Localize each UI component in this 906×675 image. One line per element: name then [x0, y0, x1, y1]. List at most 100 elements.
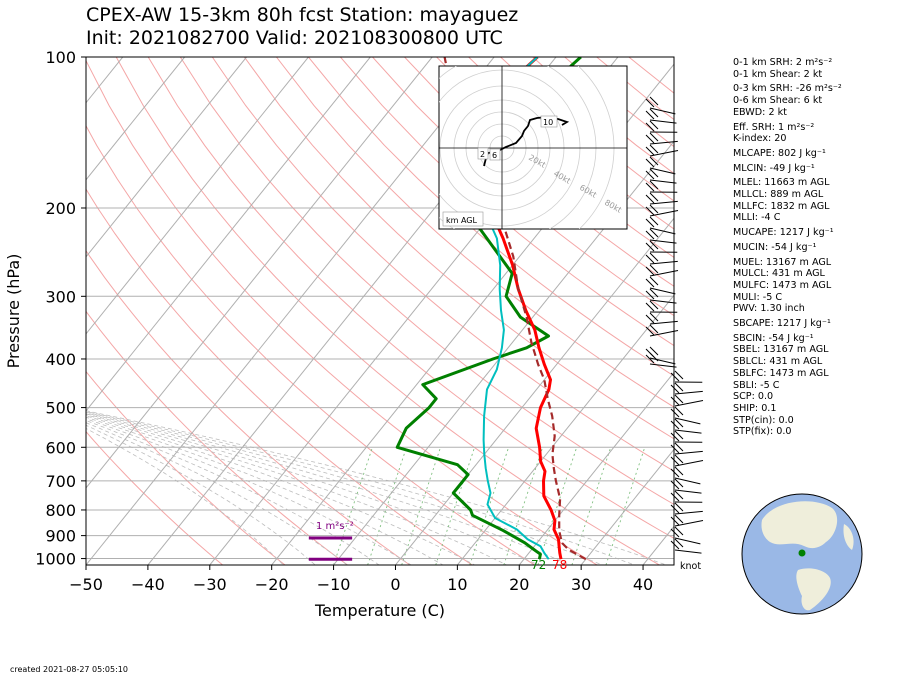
- y-tick-label: 300: [45, 287, 76, 306]
- wind-barb: [670, 514, 704, 527]
- wind-barb: [670, 370, 703, 383]
- y-tick-label: 200: [45, 199, 76, 218]
- param-line: SHIP: 0.1: [733, 402, 777, 414]
- y-tick-label: 1000: [35, 550, 76, 569]
- y-tick-label: 600: [45, 438, 76, 457]
- dry-adiabat: [340, 57, 674, 347]
- landmass: [796, 568, 831, 611]
- wind-barb: [670, 526, 701, 545]
- hodograph-height-label: 10: [543, 118, 553, 127]
- param-line: SBEL: 13167 m AGL: [733, 344, 829, 356]
- wind-barb: [670, 406, 701, 425]
- wind-barb: [645, 312, 678, 325]
- dry-adiabat: [372, 57, 674, 317]
- moist-adiabat: [86, 414, 508, 565]
- param-line: PWV: 1.30 inch: [733, 303, 805, 315]
- param-line: STP(fix): 0.0: [733, 426, 792, 438]
- y-tick-label: 800: [45, 501, 76, 520]
- mixing-ratio-line: [571, 447, 612, 565]
- station-globe: [741, 493, 863, 615]
- param-line: SBCAPE: 1217 J kg⁻¹: [733, 318, 831, 330]
- wind-barb: [670, 490, 703, 503]
- y-axis-label: Pressure (hPa): [4, 254, 23, 369]
- y-tick-label: 700: [45, 472, 76, 491]
- x-tick-label: −20: [255, 575, 289, 594]
- param-line: MULI: -5 C: [733, 291, 783, 303]
- wind-barb: [645, 300, 678, 313]
- wind-barb: [645, 180, 678, 193]
- param-line: SBLCL: 431 m AGL: [733, 356, 823, 368]
- wind-barb: [645, 288, 677, 304]
- wind-barb: [645, 228, 677, 244]
- isotherm: [86, 57, 186, 181]
- x-tick-label: 0: [390, 575, 400, 594]
- param-line: MLCAPE: 802 J kg⁻¹: [733, 147, 826, 159]
- param-line: 0-1 km SRH: 2 m²s⁻²: [733, 57, 833, 68]
- param-line: 0-6 km Shear: 6 kt: [733, 95, 823, 107]
- wind-barb: [670, 466, 701, 485]
- param-line: K-index: 20: [733, 133, 787, 145]
- wind-barb: [645, 240, 678, 253]
- y-tick-label: 900: [45, 527, 76, 546]
- isotherm: [580, 448, 674, 565]
- moist-adiabat: [86, 428, 284, 565]
- x-tick-label: 10: [447, 575, 467, 594]
- dry-adiabat: [276, 57, 674, 408]
- wind-barb: [670, 538, 702, 554]
- x-tick-label: −10: [317, 575, 351, 594]
- wind-barb: [645, 264, 679, 277]
- hodograph-height-label: 6: [492, 151, 497, 160]
- isotherm: [456, 294, 674, 565]
- wind-barb: [670, 478, 702, 494]
- wind-barbs: [645, 96, 704, 554]
- hodograph-height-box: [540, 115, 558, 128]
- dry-adiabat: [179, 57, 674, 505]
- x-tick-label: −50: [69, 575, 103, 594]
- chart-title: CPEX-AW 15-3km 80h fcst Station: mayague…: [86, 4, 519, 26]
- moist-adiabat: [86, 411, 604, 565]
- wind-barb: [670, 418, 702, 434]
- dry-adiabat: [404, 57, 674, 287]
- hodograph-corner-box: [442, 211, 484, 227]
- surface-temp-label: 78: [552, 558, 567, 572]
- mixing-ratio-line: [333, 447, 373, 565]
- x-tick-label: 30: [571, 575, 591, 594]
- param-line: MULCL: 431 m AGL: [733, 268, 825, 280]
- x-tick-label: −30: [193, 575, 227, 594]
- isotherm: [86, 57, 247, 258]
- isotherm: [86, 57, 371, 412]
- dry-adiabat: [86, 310, 349, 565]
- wind-barb: [670, 442, 703, 455]
- wind-barb: [670, 382, 703, 395]
- x-tick-label: −40: [131, 575, 165, 594]
- wind-barb: [670, 430, 703, 443]
- wind-barb: [645, 132, 678, 145]
- wind-unit-label: knot: [680, 561, 701, 572]
- param-line: MUCIN: -54 J kg⁻¹: [733, 241, 817, 253]
- mixing-ratio-line: [605, 447, 646, 565]
- dry-adiabat: [147, 57, 674, 539]
- dry-adiabat: [211, 57, 674, 472]
- param-line: SCP: 0.0: [733, 391, 774, 403]
- mixing-ratio-line: [537, 447, 578, 565]
- x-axis-label: Temperature (C): [314, 601, 445, 620]
- wind-barb: [645, 120, 678, 133]
- y-tick-label: 100: [45, 48, 76, 67]
- y-tick-label: 500: [45, 399, 76, 418]
- surface-dewpoint-label: 72: [531, 558, 546, 572]
- param-line: EBWD: 2 kt: [733, 106, 787, 118]
- wind-barb: [645, 216, 676, 235]
- wind-barb: [645, 204, 679, 217]
- hodograph-height-box: [477, 147, 489, 160]
- wind-barb: [645, 168, 677, 184]
- wind-barb: [645, 352, 677, 368]
- landmass: [843, 524, 854, 550]
- param-line: MUCAPE: 1217 J kg⁻¹: [733, 227, 834, 239]
- dry-adiabat: [86, 188, 474, 565]
- param-line: MLLCL: 889 m AGL: [733, 189, 824, 201]
- param-line: SBLI: -5 C: [733, 379, 780, 391]
- hodograph-corner-label: km AGL: [446, 216, 478, 225]
- dry-adiabat: [86, 430, 224, 565]
- param-line: STP(cin): 0.0: [733, 414, 794, 426]
